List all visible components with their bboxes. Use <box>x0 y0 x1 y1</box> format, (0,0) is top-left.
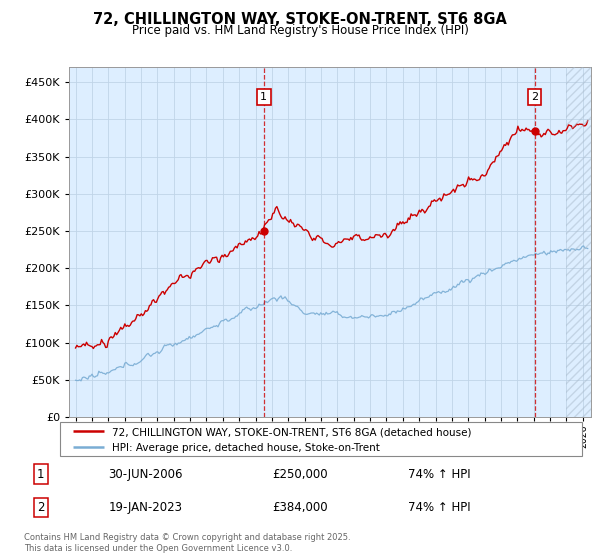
FancyBboxPatch shape <box>60 422 582 456</box>
Text: 1: 1 <box>37 468 44 480</box>
Text: £250,000: £250,000 <box>272 468 328 480</box>
Text: Price paid vs. HM Land Registry's House Price Index (HPI): Price paid vs. HM Land Registry's House … <box>131 24 469 37</box>
Text: HPI: Average price, detached house, Stoke-on-Trent: HPI: Average price, detached house, Stok… <box>112 443 380 453</box>
Text: 74% ↑ HPI: 74% ↑ HPI <box>407 468 470 480</box>
Text: 1: 1 <box>260 92 267 102</box>
Text: 72, CHILLINGTON WAY, STOKE-ON-TRENT, ST6 8GA (detached house): 72, CHILLINGTON WAY, STOKE-ON-TRENT, ST6… <box>112 427 472 437</box>
Text: 74% ↑ HPI: 74% ↑ HPI <box>407 501 470 514</box>
Text: 72, CHILLINGTON WAY, STOKE-ON-TRENT, ST6 8GA: 72, CHILLINGTON WAY, STOKE-ON-TRENT, ST6… <box>93 12 507 27</box>
Text: 2: 2 <box>531 92 538 102</box>
Text: 30-JUN-2006: 30-JUN-2006 <box>109 468 183 480</box>
Text: 2: 2 <box>37 501 44 514</box>
Bar <box>566 67 591 417</box>
Text: 19-JAN-2023: 19-JAN-2023 <box>109 501 182 514</box>
Text: Contains HM Land Registry data © Crown copyright and database right 2025.
This d: Contains HM Land Registry data © Crown c… <box>24 533 350 553</box>
Text: £384,000: £384,000 <box>272 501 328 514</box>
Bar <box>566 67 591 417</box>
